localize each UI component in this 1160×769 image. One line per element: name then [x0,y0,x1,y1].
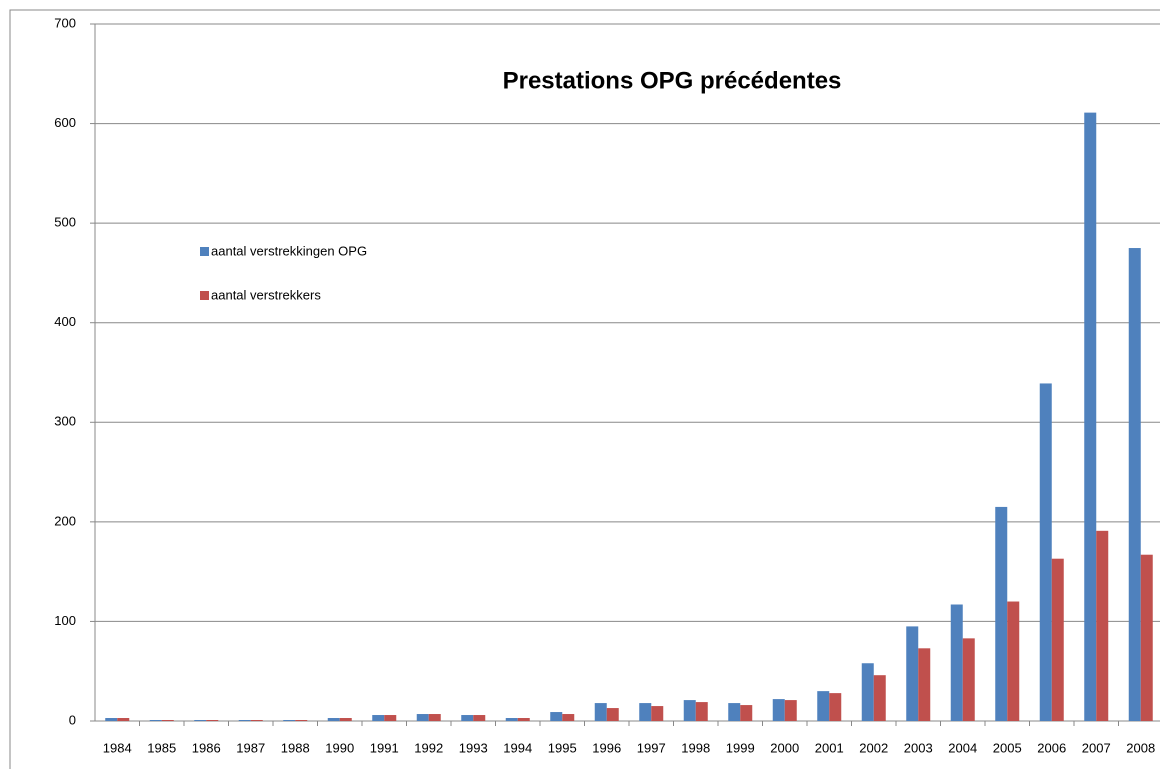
y-tick-label: 700 [54,15,76,30]
bar [594,703,607,721]
bar [238,720,251,721]
y-tick-label: 500 [54,215,76,230]
bar [461,715,474,721]
bar [384,715,397,721]
bar [995,506,1008,721]
x-tick-label: 2002 [859,740,888,755]
bar [606,708,619,721]
bar [829,693,842,721]
x-tick-label: 2008 [1126,740,1155,755]
bar [206,720,219,721]
x-tick-label: 1988 [281,740,310,755]
bar [1007,601,1020,721]
x-tick-label: 1990 [325,740,354,755]
x-tick-label: 2006 [1037,740,1066,755]
bar [327,718,340,721]
x-tick-label: 1986 [192,740,221,755]
y-tick-label: 600 [54,115,76,130]
x-tick-label: 2007 [1082,740,1111,755]
x-tick-label: 2001 [815,740,844,755]
bar [416,714,429,721]
bar [918,648,931,721]
x-tick-label: 1984 [103,740,132,755]
x-tick-label: 1996 [592,740,621,755]
x-tick-label: 1993 [459,740,488,755]
bar [194,720,207,721]
bar [728,703,741,721]
legend-swatch [200,247,209,256]
bar [651,706,664,721]
bar [683,700,696,721]
legend-swatch [200,291,209,300]
bar [740,705,753,721]
bar [250,720,263,721]
bar [962,638,975,721]
y-tick-label: 100 [54,613,76,628]
x-tick-label: 1997 [637,740,666,755]
y-tick-label: 0 [69,712,76,727]
bar [473,715,486,721]
legend-label: aantal verstrekkers [211,287,321,302]
bar [950,604,963,721]
x-tick-label: 1999 [726,740,755,755]
bar [772,699,785,721]
bar [339,718,352,721]
bar [784,700,797,721]
bar [295,720,308,721]
bar [1128,248,1141,722]
x-tick-label: 1995 [548,740,577,755]
bar [505,718,518,721]
bar [105,718,118,721]
bar [283,720,296,721]
x-tick-label: 1991 [370,740,399,755]
bar [1039,383,1052,721]
x-tick-label: 2003 [904,740,933,755]
y-tick-label: 300 [54,414,76,429]
x-tick-label: 1992 [414,740,443,755]
x-tick-label: 2005 [993,740,1022,755]
y-tick-label: 400 [54,314,76,329]
x-tick-label: 1985 [147,740,176,755]
bar [639,703,652,721]
bar [149,720,162,721]
bar [428,714,441,721]
bar [1140,554,1153,721]
bar [1096,530,1109,721]
bar [517,718,530,721]
bar [372,715,385,721]
bar [817,691,830,721]
x-tick-label: 1987 [236,740,265,755]
y-tick-label: 200 [54,513,76,528]
x-tick-label: 1994 [503,740,532,755]
bar [550,712,563,721]
x-tick-label: 2000 [770,740,799,755]
bar [873,675,886,721]
x-tick-label: 2004 [948,740,977,755]
bar [861,663,874,721]
bar [161,720,174,721]
x-tick-label: 1998 [681,740,710,755]
bar [117,718,130,721]
bar [695,702,708,721]
bar [1051,558,1064,721]
bar [906,626,919,721]
bar [1084,112,1097,721]
legend-label: aantal verstrekkingen OPG [211,243,367,258]
chart-title: Prestations OPG précédentes [503,67,842,94]
bar [562,714,575,721]
